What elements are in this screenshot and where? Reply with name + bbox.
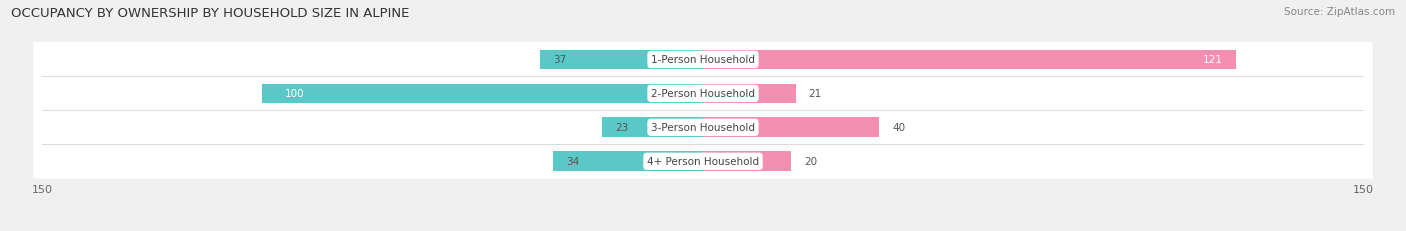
Text: 1-Person Household: 1-Person Household xyxy=(651,55,755,65)
Text: 23: 23 xyxy=(614,123,628,133)
Text: 121: 121 xyxy=(1204,55,1223,65)
Bar xyxy=(703,84,796,104)
Bar xyxy=(703,50,1236,70)
Text: 40: 40 xyxy=(893,123,905,133)
Bar xyxy=(540,50,703,70)
Text: OCCUPANCY BY OWNERSHIP BY HOUSEHOLD SIZE IN ALPINE: OCCUPANCY BY OWNERSHIP BY HOUSEHOLD SIZE… xyxy=(11,7,409,20)
Bar xyxy=(553,152,703,171)
Text: 20: 20 xyxy=(804,157,817,167)
Bar xyxy=(703,152,792,171)
FancyBboxPatch shape xyxy=(34,77,1372,111)
Text: Source: ZipAtlas.com: Source: ZipAtlas.com xyxy=(1284,7,1395,17)
Bar xyxy=(602,118,703,138)
Text: 37: 37 xyxy=(553,55,567,65)
Bar xyxy=(703,118,879,138)
FancyBboxPatch shape xyxy=(34,144,1372,179)
Text: 100: 100 xyxy=(284,89,304,99)
Bar xyxy=(263,84,703,104)
Text: 34: 34 xyxy=(567,157,579,167)
Text: 21: 21 xyxy=(808,89,823,99)
Text: 2-Person Household: 2-Person Household xyxy=(651,89,755,99)
FancyBboxPatch shape xyxy=(34,43,1372,77)
Text: 3-Person Household: 3-Person Household xyxy=(651,123,755,133)
Text: 4+ Person Household: 4+ Person Household xyxy=(647,157,759,167)
FancyBboxPatch shape xyxy=(34,111,1372,145)
